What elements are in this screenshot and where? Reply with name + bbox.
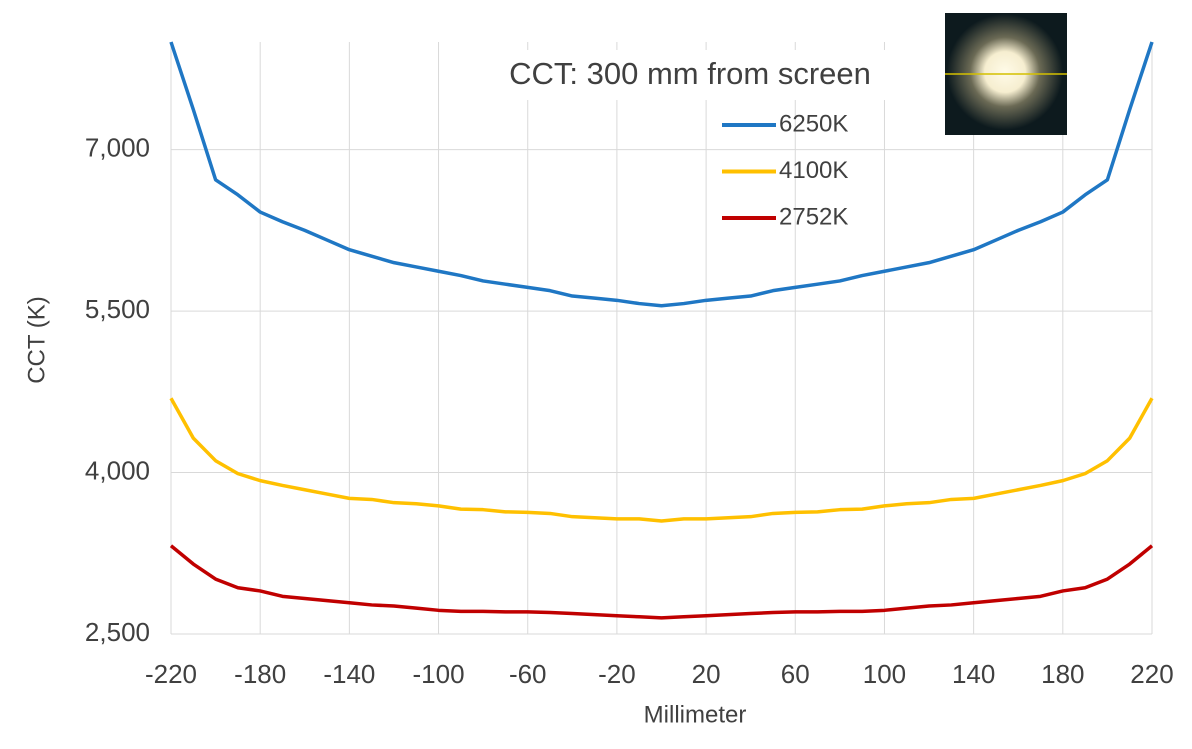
x-tick-label: -100 [413,659,465,689]
inset-glow [947,14,1063,130]
x-tick-label: 100 [863,659,906,689]
legend-label: 2752K [779,203,848,230]
x-axis-label: Millimeter [644,701,747,728]
lines [169,41,1154,620]
series-line [169,544,1154,620]
x-tick-label: -20 [598,659,636,689]
grid [170,42,1153,635]
x-tick-label: -220 [145,659,197,689]
chart-title: CCT: 300 mm from screen [509,56,871,91]
x-tick-label: 20 [692,659,721,689]
series-line [169,41,1154,308]
x-tick-label: 140 [952,659,995,689]
title-bg [455,50,925,100]
x-tick-label: -60 [509,659,547,689]
x-tick-label: 60 [781,659,810,689]
x-tick-label: 180 [1041,659,1084,689]
y-axis-label: CCT (K) [23,296,50,384]
y-tick-label: 4,000 [85,455,150,485]
y-tick-label: 2,500 [85,617,150,647]
x-tick-label: -140 [323,659,375,689]
y-tick-label: 5,500 [85,294,150,324]
legend-label: 6250K [779,110,848,137]
series-line [169,397,1154,523]
legend-label: 4100K [779,157,848,184]
x-tick-label: 220 [1130,659,1173,689]
x-tick-label: -180 [234,659,286,689]
y-tick-label: 7,000 [85,133,150,163]
